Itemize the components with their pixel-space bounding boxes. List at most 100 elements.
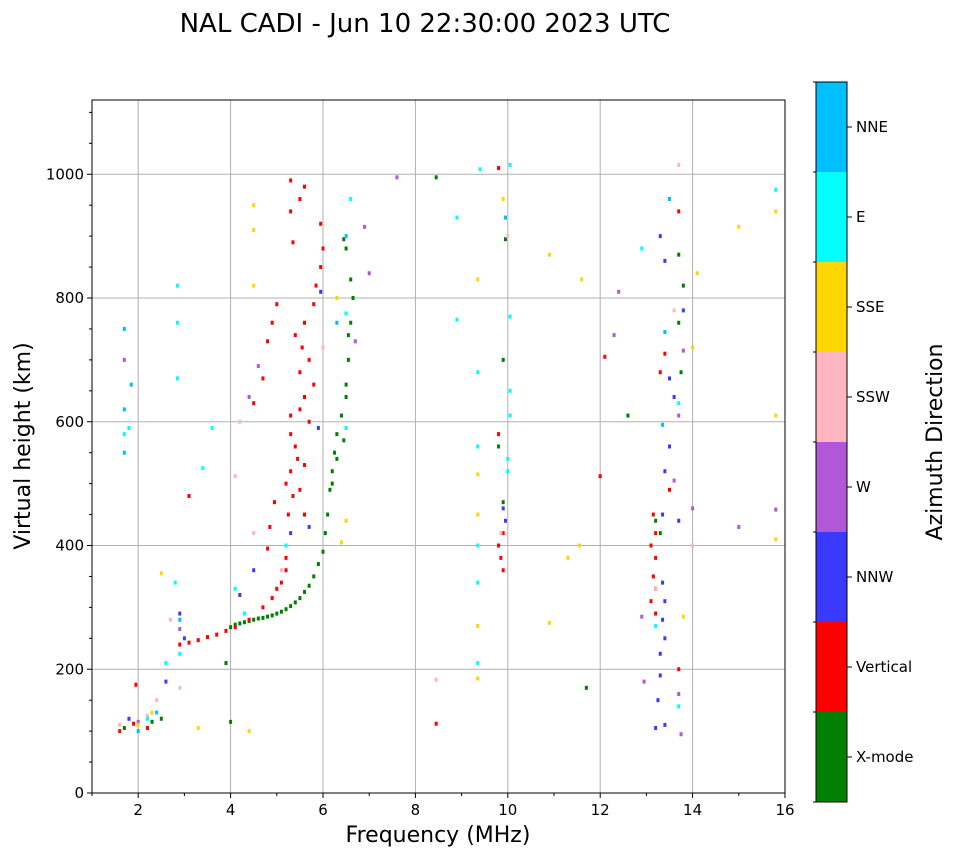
data-point-w — [367, 271, 371, 276]
data-point-e — [508, 314, 512, 319]
data-point-w — [677, 413, 681, 418]
data-point-ssw — [672, 308, 676, 313]
data-point-nne — [155, 710, 159, 715]
data-point-sse — [136, 722, 140, 727]
data-point-nnw — [501, 506, 505, 511]
data-point-sse — [566, 555, 570, 560]
data-point-sse — [547, 620, 551, 625]
data-point-vertical — [319, 265, 323, 270]
data-point-nnw — [681, 308, 685, 313]
data-point-vertical — [677, 667, 681, 672]
data-point-vertical — [434, 721, 438, 726]
colorbar-frame — [815, 81, 848, 803]
data-point-nne — [663, 330, 667, 335]
y-axis-label: Virtual height (km) — [11, 342, 36, 549]
data-point-sse — [476, 623, 480, 628]
data-point-x-mode — [312, 574, 316, 579]
data-point-x-mode — [342, 438, 346, 443]
data-point-nnw — [252, 568, 256, 573]
data-point-vertical — [289, 209, 293, 214]
data-point-e — [476, 370, 480, 375]
data-point-sse — [774, 209, 778, 214]
data-point-sse — [774, 537, 778, 542]
data-point-nnw — [661, 617, 665, 622]
data-point-vertical — [298, 407, 302, 412]
data-point-x-mode — [681, 283, 685, 288]
data-point-nne — [122, 450, 126, 455]
plot-frame — [91, 99, 786, 794]
data-point-nne — [335, 320, 339, 325]
data-point-e — [506, 456, 510, 461]
data-point-vertical — [286, 512, 290, 517]
data-point-x-mode — [626, 413, 630, 418]
data-point-vertical — [289, 413, 293, 418]
data-point-x-mode — [238, 621, 242, 626]
data-point-w — [247, 395, 251, 399]
data-point-x-mode — [261, 615, 265, 620]
data-point-e — [145, 716, 149, 721]
y-tick-label: 600 — [55, 413, 84, 431]
colorbar-segment — [816, 532, 847, 622]
data-point-ssw — [178, 685, 182, 690]
data-point-vertical — [303, 512, 307, 517]
data-point-nnw — [658, 673, 662, 678]
data-point-vertical — [196, 638, 200, 643]
colorbar-segment — [816, 622, 847, 712]
data-point-x-mode — [279, 609, 283, 614]
data-point-nne — [344, 234, 348, 239]
data-point-vertical — [261, 605, 265, 610]
data-point-vertical — [145, 726, 149, 731]
data-point-x-mode — [679, 370, 683, 375]
data-point-nne — [129, 382, 133, 387]
data-point-sse — [476, 512, 480, 517]
data-point-e — [774, 187, 778, 192]
data-point-x-mode — [328, 487, 332, 492]
data-point-x-mode — [349, 277, 353, 282]
y-tick-label: 1000 — [46, 165, 84, 183]
data-point-nnw — [663, 636, 667, 641]
data-point-vertical — [224, 628, 228, 633]
data-point-nnw — [663, 599, 667, 604]
data-point-x-mode — [497, 444, 501, 449]
data-point-w — [642, 679, 646, 684]
colorbar-tick-label: W — [856, 478, 871, 496]
data-point-w — [395, 175, 399, 180]
data-point-ssw — [145, 713, 149, 718]
data-point-nnw — [319, 289, 323, 294]
data-point-vertical — [497, 543, 501, 548]
data-point-e — [178, 651, 182, 656]
data-point-x-mode — [307, 583, 311, 588]
data-point-nnw — [127, 716, 131, 721]
data-point-vertical — [247, 617, 251, 622]
data-point-vertical — [501, 568, 505, 573]
data-point-x-mode — [323, 531, 327, 536]
data-point-vertical — [663, 351, 667, 356]
data-point-vertical — [266, 546, 270, 551]
data-point-x-mode — [335, 432, 339, 437]
data-point-e — [654, 623, 658, 628]
data-point-nnw — [316, 425, 320, 430]
data-point-x-mode — [330, 481, 334, 486]
colorbar-label: Azimuth Direction — [923, 343, 948, 540]
colorbar-segment — [816, 712, 847, 802]
data-point-vertical — [321, 246, 325, 251]
data-point-ssw — [321, 345, 325, 350]
data-point-nnw — [661, 580, 665, 585]
colorbar-segment — [816, 172, 847, 262]
data-point-x-mode — [321, 549, 325, 554]
data-point-vertical — [252, 401, 256, 406]
x-tick-label: 10 — [498, 801, 517, 819]
data-point-x-mode — [298, 596, 302, 601]
colorbar-tick-label: SSE — [856, 298, 885, 316]
data-point-x-mode — [501, 357, 505, 362]
data-point-nne — [178, 617, 182, 622]
y-tick-label: 0 — [74, 784, 84, 802]
data-point-vertical — [289, 178, 293, 183]
data-point-nnw — [178, 611, 182, 616]
data-point-nne — [122, 326, 126, 331]
data-point-nne — [122, 407, 126, 412]
colorbar-segment — [816, 82, 847, 172]
data-point-sse — [476, 472, 480, 477]
data-point-sse — [252, 227, 256, 232]
data-point-vertical — [314, 283, 318, 288]
